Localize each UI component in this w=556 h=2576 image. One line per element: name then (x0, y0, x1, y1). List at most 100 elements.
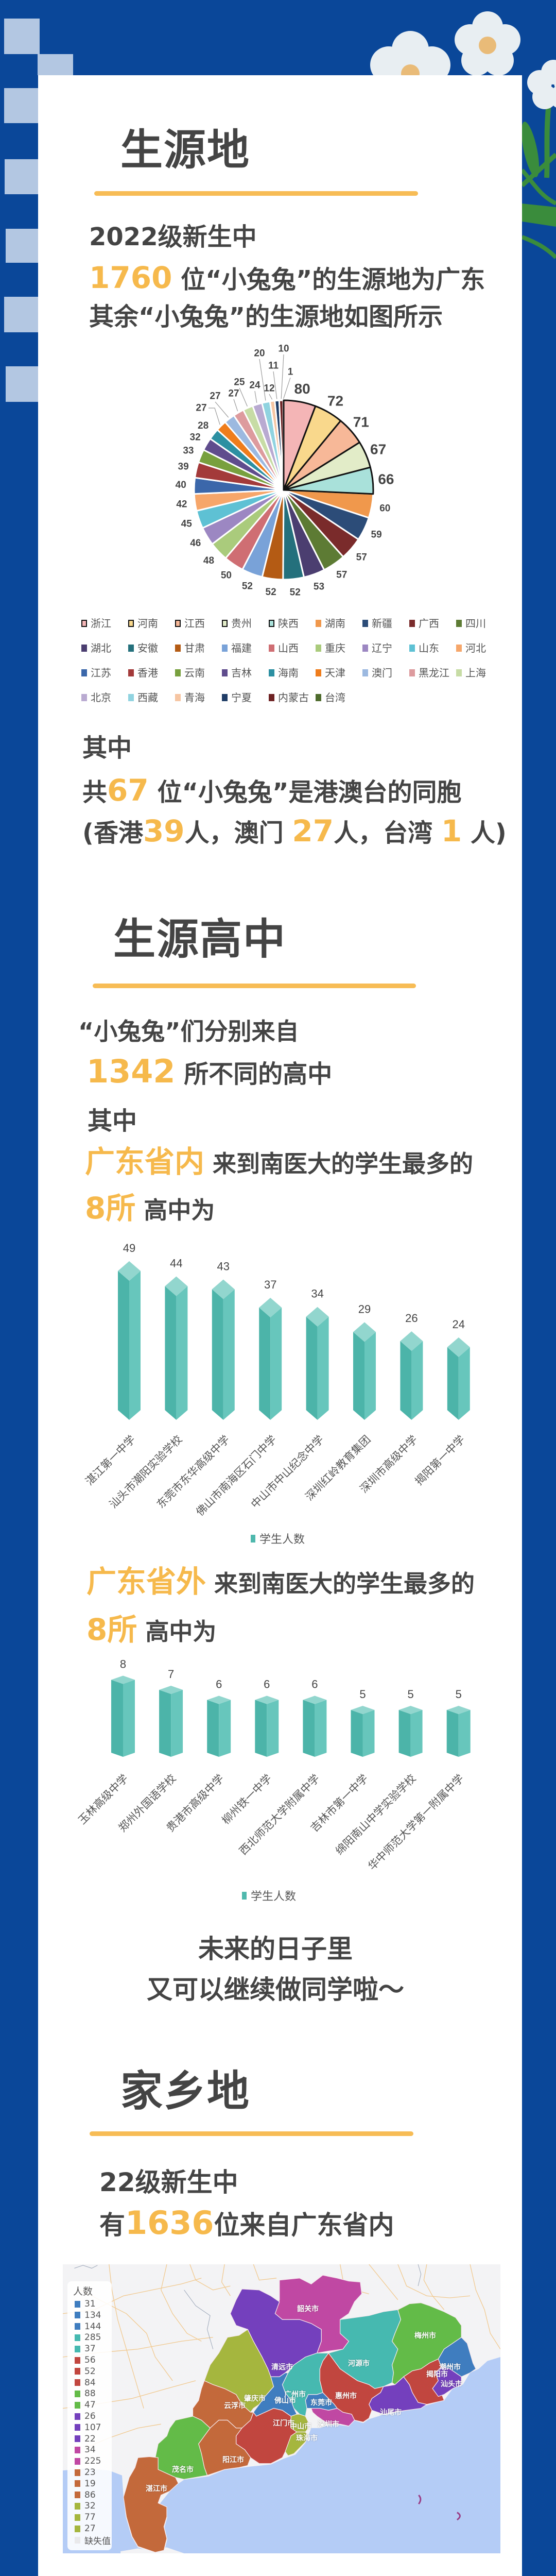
legend-swatch (75, 2390, 80, 2397)
bar (447, 1337, 470, 1420)
leader-line (239, 387, 248, 406)
city-label: 肇庆市 (244, 2395, 266, 2403)
outside-heading: 广东省外 来到南医大的学生最多的 (86, 1564, 475, 1602)
decor-square (6, 229, 38, 263)
pie-value-label: 59 (371, 530, 382, 540)
city-label: 茂名市 (172, 2466, 194, 2474)
legend-label: 浙江 (91, 617, 111, 630)
bar (207, 1696, 231, 1757)
legend-swatch (222, 694, 228, 701)
legend-label: 107 (84, 2422, 101, 2433)
legend-label: 黑龙江 (419, 667, 449, 679)
legend-swatch (456, 645, 462, 652)
legend-item: 107 (75, 2422, 101, 2433)
pie-value-label: 27 (196, 403, 206, 414)
legend-swatch (316, 669, 321, 676)
legend-item: 27 (75, 2523, 96, 2534)
legend-swatch (75, 2379, 80, 2386)
legend-label: 34 (84, 2445, 96, 2455)
legend-item: 134 (75, 2310, 101, 2321)
pie-value-label: 28 (198, 420, 208, 431)
island-icon (419, 2495, 460, 2520)
pie-legend-item: 福建 (222, 642, 252, 654)
legend-label: 86 (84, 2489, 96, 2500)
city-label: 深圳市 (318, 2420, 339, 2429)
legend-label: 31 (84, 2299, 96, 2309)
pie-legend-item: 广西 (409, 617, 439, 630)
bar-value-label: 6 (311, 1678, 318, 1691)
legend-swatch (409, 669, 415, 676)
pie-legend-item: 西藏 (128, 691, 158, 704)
bar-value-label: 24 (453, 1318, 465, 1331)
pie-value-label: 52 (266, 587, 276, 598)
leader-line (283, 377, 291, 399)
pie-legend-item: 澳门 (362, 667, 392, 679)
bar-value-label: 43 (217, 1260, 230, 1273)
schools-count-line: 1342 所不同的高中 (86, 1054, 332, 1092)
legend-swatch (242, 1891, 247, 1900)
pie-legend-item: 辽宁 (362, 642, 392, 654)
pie-value-label: 52 (242, 581, 253, 592)
pie-legend-item: 重庆 (316, 642, 345, 654)
inside-heading: 广东省内 来到南医大的学生最多的 (85, 1144, 473, 1182)
legend-label: 重庆 (325, 642, 345, 654)
pie-legend-item: 山东 (409, 642, 439, 654)
legend-swatch (269, 620, 274, 627)
legend-item: 32 (75, 2500, 96, 2512)
inside-highlight: 广东省内 (85, 1144, 205, 1179)
city-label: 汕头市 (441, 2380, 462, 2388)
legend-item: 86 (75, 2489, 96, 2501)
inside-count-line: 8所 高中为 (85, 1190, 215, 1228)
pie-value-label: 12 (264, 383, 274, 394)
legend-swatch (362, 669, 368, 676)
pie-legend-item: 贵州 (222, 617, 252, 630)
legend-label: 甘肃 (184, 642, 205, 654)
pie-value-label: 11 (268, 361, 279, 371)
legend-swatch (128, 620, 134, 627)
legend-label: 云南 (184, 667, 205, 679)
decor-square (4, 88, 38, 123)
legend-swatch (75, 2312, 80, 2319)
bar-chart-legend: 学生人数 (242, 1888, 296, 1903)
hmt-total-count: 67 (107, 773, 149, 808)
legend-swatch (75, 2413, 80, 2420)
city-label: 中山市 (290, 2422, 311, 2431)
legend-label: 四川 (465, 617, 486, 630)
city-label: 云浮市 (224, 2402, 246, 2410)
origin-others-line: 其余“小兔兔”的生源地如图所示 (89, 302, 443, 331)
legend-swatch (222, 645, 228, 652)
legend-label: 辽宁 (372, 642, 392, 654)
pie-value-label: 71 (353, 414, 369, 430)
bar (118, 1261, 141, 1420)
leader-line (269, 394, 273, 400)
bar (446, 1706, 471, 1757)
inside-text: 来到南医大的学生最多的 (204, 1150, 474, 1178)
legend-item: 84 (75, 2377, 96, 2388)
city-label: 东莞市 (310, 2399, 332, 2407)
legend-label: 青海 (184, 691, 205, 704)
legend-item: 77 (75, 2512, 96, 2523)
city-label: 汕尾市 (380, 2409, 402, 2417)
legend-swatch (222, 620, 228, 627)
decor-square (4, 297, 38, 332)
legend-label: 西藏 (137, 691, 158, 704)
bar-value-label: 8 (120, 1658, 126, 1671)
legend-label: 广西 (419, 617, 439, 630)
legend-label: 56 (84, 2355, 96, 2365)
legend-swatch (75, 2492, 80, 2499)
section-title-schools: 生源高中 (113, 915, 287, 964)
pie-legend-item: 北京 (81, 691, 111, 704)
legend-label: 山西 (278, 642, 299, 654)
border-lines (74, 2264, 421, 2349)
bar (306, 1307, 329, 1420)
legend-item: 缺失值 (75, 2534, 111, 2547)
legend-item: 19 (75, 2478, 96, 2489)
pie-legend-item: 湖南 (316, 617, 345, 630)
bar-value-label: 29 (358, 1302, 371, 1315)
legend-label: 134 (84, 2310, 101, 2320)
legend-swatch (75, 2300, 80, 2308)
pie-value-label: 25 (234, 377, 245, 388)
pie-legend-item: 甘肃 (175, 642, 205, 654)
leader-line (208, 408, 220, 425)
legend-swatch (75, 2480, 80, 2487)
